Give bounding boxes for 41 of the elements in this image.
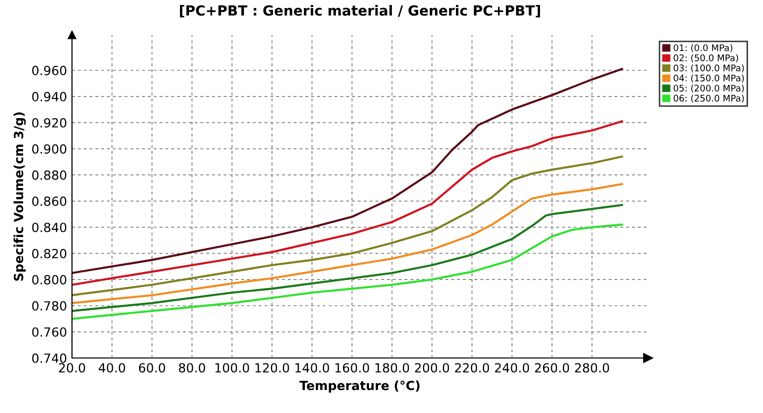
x-tick-label: 40.0 [98, 363, 126, 373]
y-tick-label: 0.760 [32, 327, 66, 337]
y-tick-label: 0.780 [32, 301, 66, 311]
legend-label: 04: (150.0 MPa) [674, 74, 744, 82]
y-tick-label: 0.880 [32, 170, 66, 180]
line-series [72, 156, 624, 296]
y-tick-label: 0.860 [32, 196, 66, 206]
legend-label: 05: (200.0 MPa) [674, 84, 744, 93]
x-tick-label: 100.0 [215, 363, 250, 373]
y-tick-label: 0.840 [32, 222, 66, 232]
legend-label: 01: (0.0 MPa) [674, 44, 732, 52]
x-tick-label: 80.0 [178, 363, 206, 373]
x-tick-label: 240.0 [495, 363, 530, 373]
y-tick-label: 0.820 [32, 248, 66, 258]
x-tick-label: 220.0 [455, 363, 490, 373]
y-tick-label: 0.960 [32, 66, 66, 76]
x-tick-label: 140.0 [295, 363, 330, 373]
line-series [72, 68, 624, 274]
x-axis-title: Temperature (°C) [300, 380, 420, 393]
line-series [72, 183, 624, 304]
line-series [72, 204, 624, 312]
x-tick-label: 20.0 [59, 363, 86, 373]
y-tick-label: 0.800 [32, 275, 66, 284]
x-tick-label: 160.0 [335, 363, 370, 373]
y-tick-label: 0.920 [32, 118, 66, 128]
y-axis-title: Specific Volume(cm 3/g) [14, 112, 26, 281]
line-series [72, 120, 624, 286]
legend-label: 06: (250.0 MPa) [674, 94, 744, 103]
legend-label: 03: (100.0 MPa) [674, 64, 744, 72]
x-tick-label: 200.0 [415, 363, 450, 373]
x-tick-label: 280.0 [575, 363, 610, 373]
x-tick-label: 60.0 [138, 363, 166, 373]
y-tick-label: 0.740 [32, 353, 66, 363]
x-tick-label: 120.0 [255, 363, 290, 373]
legend-label: 02: (50.0 MPa) [674, 54, 738, 62]
x-tick-label: 260.0 [535, 363, 570, 373]
chart-title: [PC+PBT : Generic material / Generic PC+PBT] [180, 5, 540, 18]
y-tick-label: 0.900 [32, 144, 66, 154]
line-series [72, 224, 624, 320]
y-tick-label: 0.940 [32, 92, 66, 102]
x-tick-label: 180.0 [375, 363, 410, 373]
